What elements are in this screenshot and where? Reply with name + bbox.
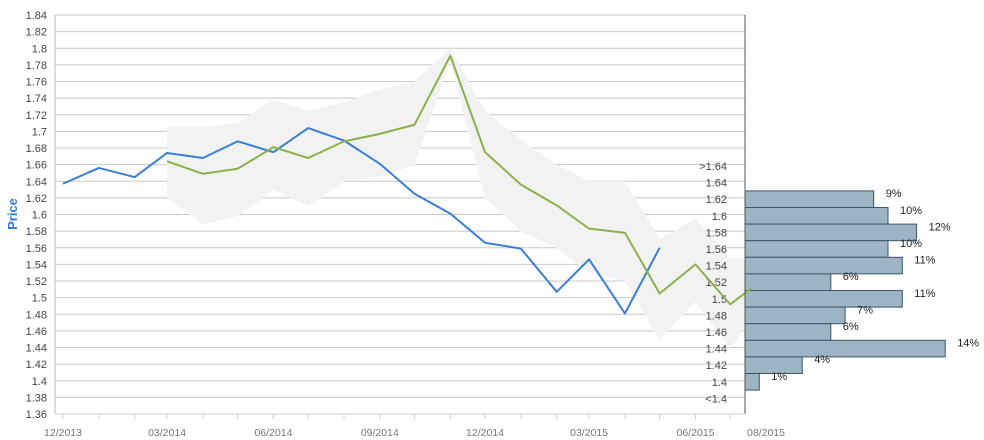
- histogram-bar: [744, 339, 946, 358]
- histogram-bar: [744, 373, 760, 391]
- y-tick-label: 1.52: [26, 276, 47, 288]
- y-tick-label: 1.58: [26, 226, 47, 238]
- y-tick-label: 1.72: [26, 110, 47, 122]
- y-tick-label: 1.74: [26, 93, 47, 105]
- histogram-percent-label: 4%: [814, 354, 830, 366]
- y-tick-label: 1.76: [26, 77, 47, 89]
- x-tick-label: 12/2014: [466, 427, 504, 439]
- y-tick-label: 1.56: [26, 243, 47, 255]
- y-tick-label: 1.7: [32, 126, 47, 138]
- y-tick-label: 1.38: [26, 392, 47, 404]
- histogram-bin-label: 1.44: [706, 344, 727, 356]
- histogram-bin-label: 1.5: [712, 294, 727, 306]
- histogram-bar: [744, 323, 832, 341]
- y-tick-label: 1.84: [26, 10, 47, 22]
- histogram-bar: [744, 273, 832, 291]
- histogram-bar: [744, 190, 875, 208]
- x-tick-label: 06/2015: [676, 427, 714, 439]
- y-tick-label: 1.64: [26, 176, 47, 188]
- blue-series-line: [62, 127, 661, 315]
- histogram-percent-label: 1%: [771, 371, 787, 383]
- histogram-bin-label: 1.54: [706, 261, 727, 273]
- y-tick-label: 1.62: [26, 193, 47, 205]
- histogram-bar: [744, 207, 889, 225]
- histogram-percent-label: 6%: [843, 321, 859, 333]
- histogram-percent-label: 10%: [900, 205, 922, 217]
- histogram-bin-label: 1.46: [706, 327, 727, 339]
- histogram-percent-label: 12%: [929, 221, 951, 233]
- histogram-bin-label: 1.62: [706, 194, 727, 206]
- y-tick-label: 1.54: [26, 259, 47, 271]
- histogram-bin-label: 1.58: [706, 227, 727, 239]
- green-series-line: [166, 54, 753, 306]
- y-tick-label: 1.8: [32, 43, 47, 55]
- histogram-percent-label: 9%: [886, 188, 902, 200]
- y-tick-label: 1.6: [32, 210, 47, 222]
- x-tick-label: 09/2014: [361, 427, 399, 439]
- y-tick-label: 1.36: [26, 409, 47, 421]
- y-tick-label: 1.68: [26, 143, 47, 155]
- histogram-bar: [744, 240, 889, 258]
- y-axis-label: Price: [5, 198, 20, 230]
- histogram-bin-label: 1.4: [712, 377, 727, 389]
- y-tick-label: 1.42: [26, 359, 47, 371]
- forecast-band: [167, 48, 753, 350]
- y-tick-label: 1.4: [32, 376, 47, 388]
- histogram-bin-label: >1.64: [699, 161, 727, 173]
- histogram-percent-label: 7%: [857, 304, 873, 316]
- histogram-bin-label: 1.48: [706, 310, 727, 322]
- histogram-bar: [744, 306, 846, 325]
- histogram-percent-label: 14%: [957, 338, 979, 350]
- histogram-bin-label: 1.56: [706, 244, 727, 256]
- y-tick-label: 1.48: [26, 309, 47, 321]
- histogram-bar: [744, 223, 918, 242]
- histogram-bar: [744, 256, 903, 275]
- x-tick-label: 03/2015: [570, 427, 608, 439]
- y-tick-label: 1.5: [32, 293, 47, 305]
- histogram-percent-label: 11%: [914, 255, 935, 267]
- histogram-bin-label: 1.64: [706, 178, 727, 190]
- y-tick-label: 1.78: [26, 60, 47, 72]
- histogram-bin-label: 1.52: [706, 277, 727, 289]
- y-tick-label: 1.44: [26, 343, 47, 355]
- x-tick-label: 08/2015: [747, 427, 785, 439]
- histogram-bar: [744, 290, 903, 308]
- histogram-bin-label: 1.42: [706, 360, 727, 372]
- y-tick-label: 1.66: [26, 160, 47, 172]
- x-tick-label: 12/2013: [44, 427, 82, 439]
- histogram-percent-label: 11%: [914, 288, 935, 300]
- histogram-percent-label: 10%: [900, 238, 922, 250]
- histogram-percent-label: 6%: [843, 271, 859, 283]
- histogram-bin-label: <1.4: [705, 393, 727, 405]
- histogram-bin-label: 1.6: [712, 211, 727, 223]
- x-tick-label: 06/2014: [254, 427, 292, 439]
- y-tick-label: 1.46: [26, 326, 47, 338]
- y-tick-label: 1.82: [26, 27, 47, 39]
- x-tick-label: 03/2014: [148, 427, 186, 439]
